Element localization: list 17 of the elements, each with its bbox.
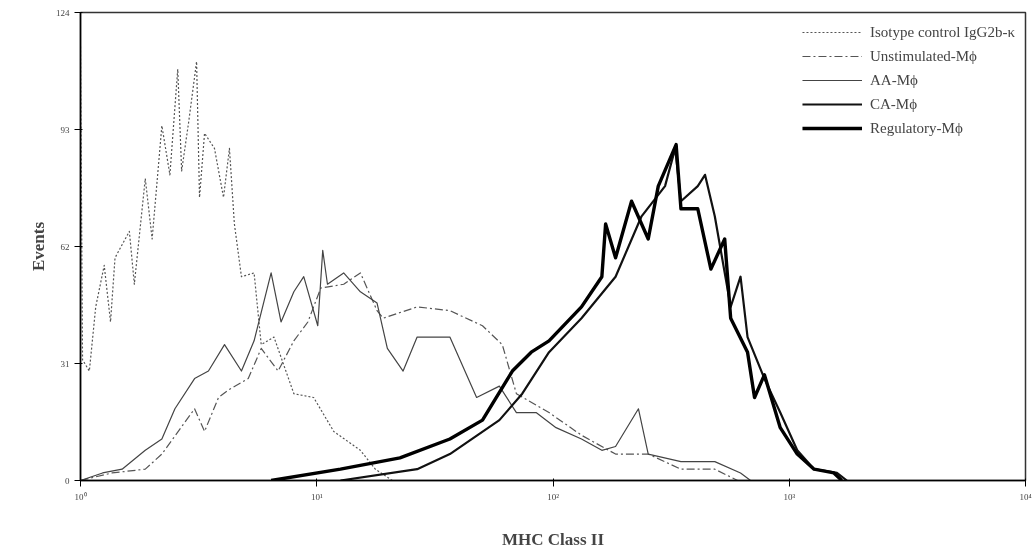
legend-label: AA-Mϕ <box>869 71 918 89</box>
y-tick-label: 93 <box>60 124 70 135</box>
y-tick-label: 0 <box>65 475 70 486</box>
legend-label: Isotype control IgG2b-κ <box>869 23 1015 41</box>
x-tick-label: 10⁴ <box>1019 491 1032 502</box>
legend-label: Unstimulated-Mϕ <box>869 47 978 65</box>
x-tick-label: 10⁰ <box>74 491 87 502</box>
y-axis-title: Events <box>29 221 48 272</box>
x-axis-title: MHC Class II <box>502 529 605 549</box>
legend-label: CA-Mϕ <box>869 95 918 113</box>
legend-label: Regulatory-Mϕ <box>869 119 963 137</box>
y-tick-label: 62 <box>60 241 70 252</box>
y-tick-label: 124 <box>56 7 70 18</box>
y-tick-label: 31 <box>60 358 70 369</box>
x-tick-label: 10³ <box>783 491 796 502</box>
x-tick-label: 10² <box>547 491 560 502</box>
x-tick-label: 10¹ <box>310 491 323 502</box>
